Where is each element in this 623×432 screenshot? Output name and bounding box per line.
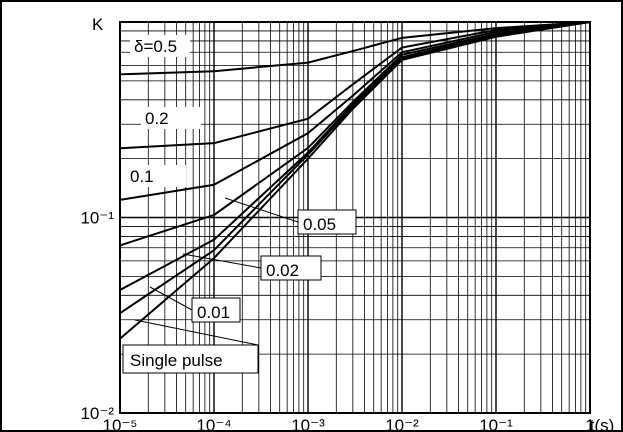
label-box <box>126 165 186 187</box>
leader-line <box>182 253 262 269</box>
leader-line <box>134 319 259 346</box>
line <box>119 21 591 150</box>
leader-line <box>149 286 193 311</box>
y-tick-label: 10⁻¹ <box>80 209 114 228</box>
leader-line <box>224 197 299 223</box>
line <box>119 21 591 340</box>
series-label: 0.01 <box>197 303 230 322</box>
x-axis-label: t(s) <box>590 416 615 432</box>
label-box <box>130 35 190 57</box>
plot-frame <box>119 21 591 414</box>
line <box>119 21 591 201</box>
x-tick-label: 10⁻³ <box>291 416 325 432</box>
label-box <box>297 209 357 235</box>
x-tick-label: 10⁻⁵ <box>103 416 138 432</box>
line <box>119 21 591 291</box>
x-tick-label: 10⁻⁴ <box>196 416 231 432</box>
x-tick-label: 10⁻¹ <box>479 416 513 432</box>
label-box <box>191 297 241 323</box>
line <box>119 21 591 76</box>
series-label: δ=0.5 <box>134 37 177 56</box>
label-box <box>260 255 322 281</box>
x-tick-label: 10⁻² <box>385 416 419 432</box>
series-label: 0.1 <box>130 167 154 186</box>
series-label: Single pulse <box>130 351 223 370</box>
label-box <box>141 107 201 129</box>
series-label: 0.05 <box>303 215 336 234</box>
y-axis-label: K <box>92 15 104 34</box>
y-tick-label: 10⁻² <box>80 404 114 423</box>
x-tick-label: 1 <box>585 416 594 432</box>
label-box <box>122 344 259 374</box>
series-label: 0.2 <box>145 109 169 128</box>
series-label: 0.02 <box>266 261 299 280</box>
